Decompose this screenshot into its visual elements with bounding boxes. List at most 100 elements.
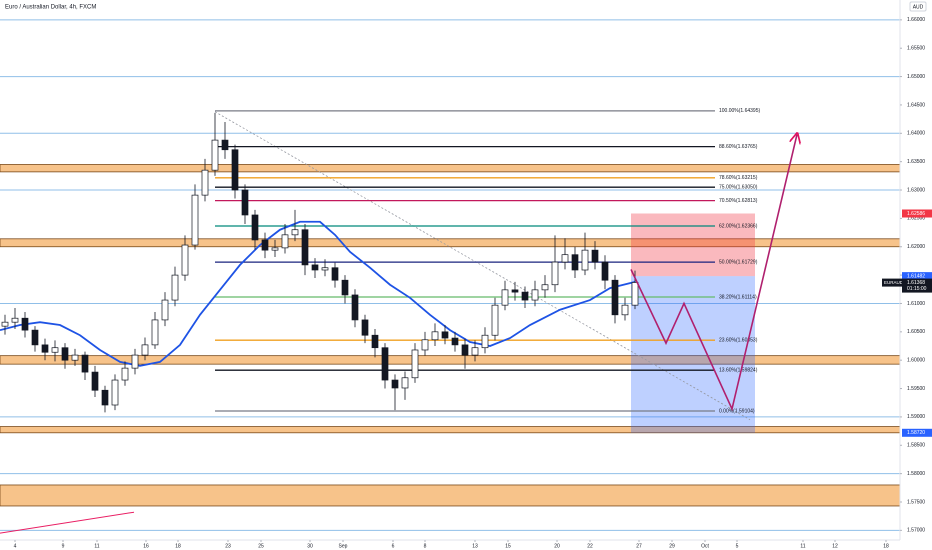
candle-body xyxy=(471,347,479,356)
candle-body xyxy=(271,247,279,251)
price-tag-label: 1.61482 xyxy=(907,273,925,279)
candle-body xyxy=(381,347,389,381)
y-tick-label: 1.59500 xyxy=(907,386,925,392)
candle-body xyxy=(11,317,19,323)
candle-body xyxy=(221,139,229,151)
y-tick-label: 1.62000 xyxy=(907,244,925,250)
price-tag xyxy=(902,272,932,281)
y-tick-label: 1.63500 xyxy=(907,159,925,165)
candle-body xyxy=(41,344,49,353)
currency-box xyxy=(909,1,927,12)
zone xyxy=(0,238,901,248)
candle-body xyxy=(591,249,599,263)
candle-body xyxy=(601,261,609,281)
candle-body xyxy=(531,289,539,301)
x-tick-label: 11 xyxy=(800,543,805,549)
candle-body xyxy=(71,354,79,361)
x-tick-label: 12 xyxy=(832,543,838,549)
y-tick-label: 1.59000 xyxy=(907,414,925,420)
fib-label: 23.60%(1.60353) xyxy=(719,337,758,343)
candle-body xyxy=(101,389,109,406)
candle-body xyxy=(291,229,299,236)
candle-body xyxy=(121,367,129,381)
y-tick-label: 1.61000 xyxy=(907,301,925,307)
candle-body xyxy=(481,334,489,349)
candle-body xyxy=(21,317,29,331)
fib-label: 75.00%(1.63050) xyxy=(719,185,758,191)
stop-zone xyxy=(631,213,755,277)
candle-body xyxy=(211,139,219,171)
price-tag-label: 1.58720 xyxy=(907,430,925,436)
candle-body xyxy=(551,261,559,286)
symbol-label: EURAUD xyxy=(884,280,904,285)
x-tick-label: 27 xyxy=(636,543,642,549)
dotted-trendline xyxy=(214,111,751,421)
moving-average xyxy=(0,220,636,367)
zone xyxy=(0,484,901,507)
candle-body xyxy=(231,149,239,191)
x-tick-label: 13 xyxy=(472,543,478,549)
x-tick-label: 20 xyxy=(554,543,560,549)
candle-body xyxy=(581,249,589,271)
candle-body xyxy=(411,349,419,379)
zone xyxy=(0,164,901,173)
candle-body xyxy=(391,379,399,389)
candle-body xyxy=(501,289,509,306)
candle-body xyxy=(331,267,339,281)
candle-body xyxy=(361,319,369,336)
candle-body xyxy=(431,331,439,341)
y-tick-label: 1.66000 xyxy=(907,17,925,23)
x-tick-label: 29 xyxy=(669,543,675,549)
price-tag xyxy=(902,428,932,437)
x-tick-label: 25 xyxy=(258,543,264,549)
candle-body xyxy=(311,264,319,271)
candle-body xyxy=(61,347,69,361)
candle-body xyxy=(491,304,499,336)
y-tick-label: 1.58500 xyxy=(907,443,925,449)
x-tick-label: 18 xyxy=(175,543,181,549)
fib-label: 100.00%(1.64395) xyxy=(719,108,760,114)
candle-body xyxy=(341,279,349,296)
y-tick-label: 1.65500 xyxy=(907,46,925,52)
symbol-tag xyxy=(882,278,902,287)
candle-body xyxy=(421,339,429,351)
y-tick-label: 1.64500 xyxy=(907,102,925,108)
x-tick-label: 6 xyxy=(392,543,395,549)
fib-label: 13.60%(1.59824) xyxy=(719,368,758,374)
candle-body xyxy=(461,344,469,356)
y-tick-label: 1.60000 xyxy=(907,358,925,364)
fib-label: 70.50%(1.62813) xyxy=(719,198,758,204)
x-tick-label: 4 xyxy=(14,543,17,549)
candle-body xyxy=(91,371,99,391)
candle-body xyxy=(131,354,139,369)
candle-body xyxy=(151,319,159,346)
candle-body xyxy=(111,379,119,406)
candle-body xyxy=(281,234,289,249)
candle-body xyxy=(401,377,409,389)
candle-body xyxy=(1,321,9,327)
candle-body xyxy=(631,282,639,306)
zone xyxy=(0,426,901,434)
chart-title: Euro / Australian Dollar, 4h, FXCM xyxy=(5,5,96,11)
candle-body xyxy=(521,291,529,301)
y-tick-label: 1.63000 xyxy=(907,187,925,193)
candle-body xyxy=(571,254,579,271)
y-tick-label: 1.62500 xyxy=(907,216,925,222)
trendline xyxy=(0,511,135,534)
x-tick-label: 15 xyxy=(505,543,511,549)
x-tick-label: 30 xyxy=(307,543,313,549)
candle-body xyxy=(251,214,259,241)
y-tick-label: 1.64000 xyxy=(907,131,925,137)
x-tick-label: Sep xyxy=(339,543,348,549)
projection-path xyxy=(630,134,797,412)
candle-body xyxy=(241,189,249,216)
candle-body xyxy=(451,337,459,346)
fib-label: 38.20%(1.61114) xyxy=(719,294,757,300)
currency-label: AUD xyxy=(913,4,924,10)
fib-label: 50.00%(1.61729) xyxy=(719,259,758,265)
candle-body xyxy=(351,294,359,321)
candle-body xyxy=(541,284,549,291)
candle-body xyxy=(511,289,519,293)
